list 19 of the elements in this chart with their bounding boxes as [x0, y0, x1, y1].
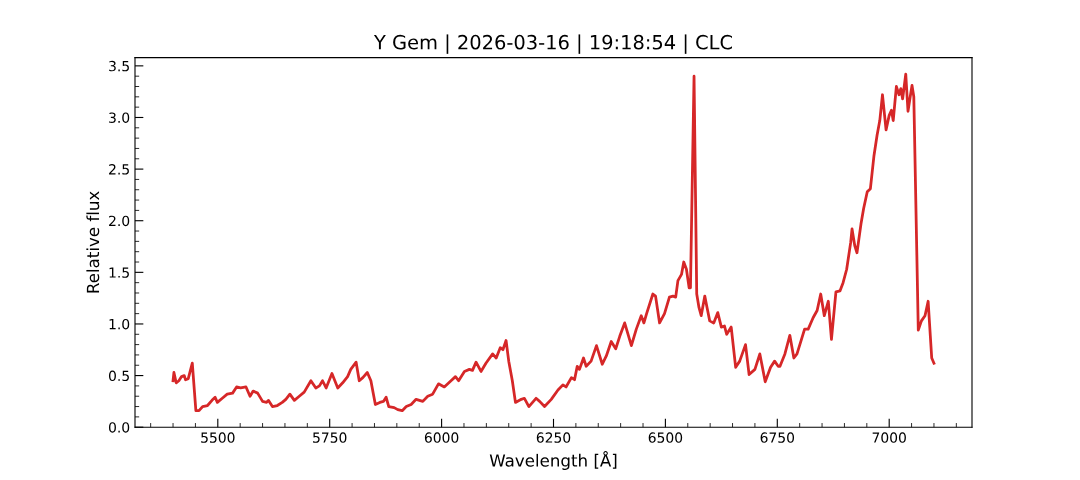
x-tick-label: 5750 [313, 432, 347, 443]
x-tick-label: 6250 [536, 432, 571, 443]
y-tick-label: 0.5 [108, 370, 129, 382]
y-tick-label: 0.0 [108, 422, 130, 433]
x-axis-title: Wavelength [Å] [489, 451, 617, 470]
y-tick-label: 1.5 [109, 267, 129, 278]
y-tick-label: 3.5 [109, 60, 129, 72]
y-tick-label: 3.0 [109, 112, 130, 123]
x-tick-label: 6750 [760, 432, 795, 443]
x-tick-label: 6500 [648, 432, 683, 443]
x-tick-label: 6000 [424, 432, 459, 443]
y-tick-label: 1.0 [109, 318, 130, 330]
x-tick-label: 5500 [201, 432, 235, 443]
chart-title: Y Gem | 2026-03-16 | 19:18:54 | CLC [373, 34, 732, 54]
y-axis-title: Relative flux [86, 191, 100, 293]
y-tick-label: 2.5 [109, 164, 129, 175]
y-tick-label: 2.0 [109, 215, 130, 227]
line-series [171, 72, 936, 413]
x-tick-label: 7000 [872, 432, 906, 443]
